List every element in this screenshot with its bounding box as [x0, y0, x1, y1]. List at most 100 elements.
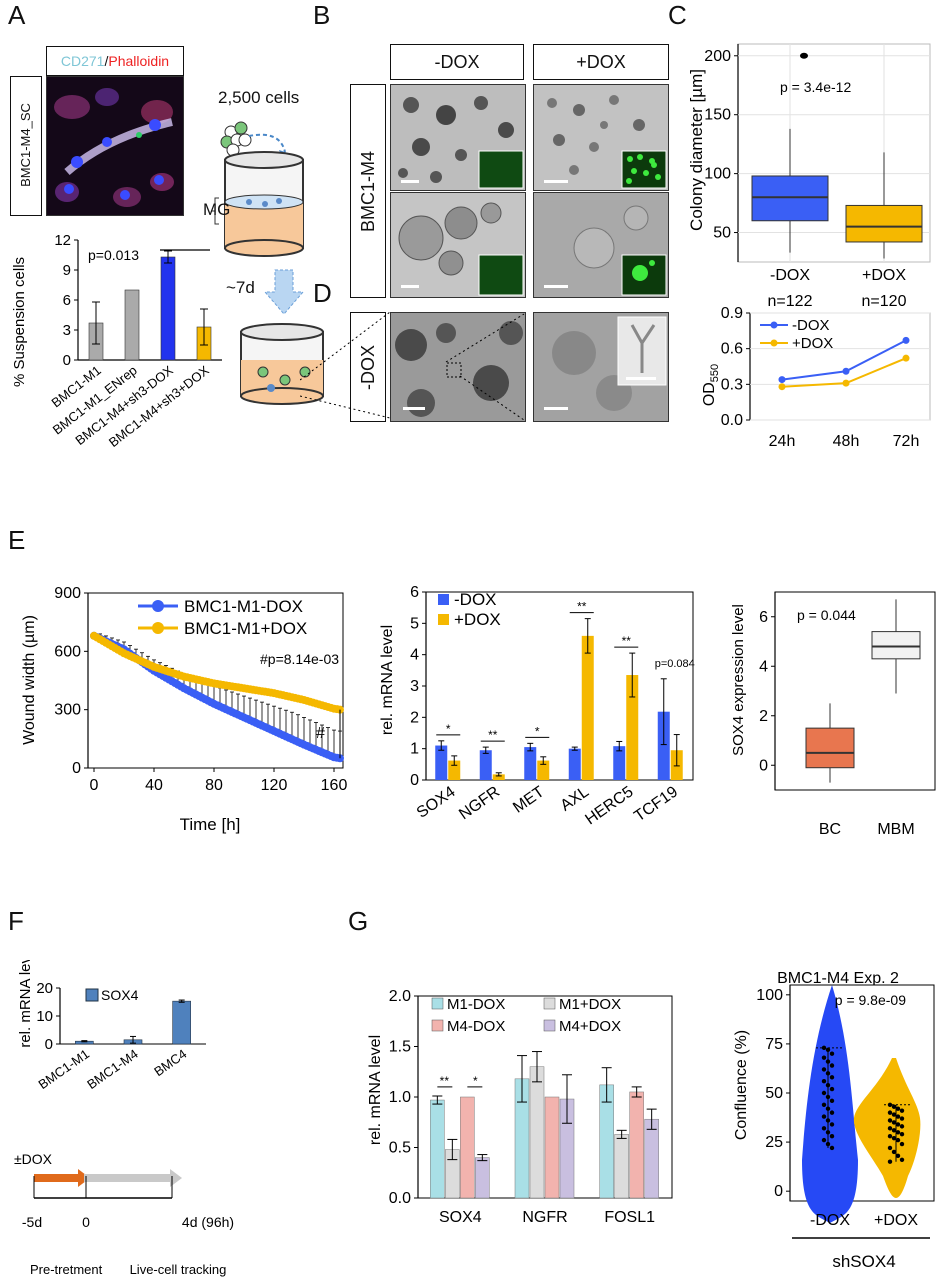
- zoom-line-top: [445, 313, 525, 363]
- chart-g-violin-point: [899, 1108, 905, 1113]
- chart-g-legend-swatch: [431, 1019, 444, 1032]
- chart-g-violin-point: [821, 1055, 827, 1060]
- chart-c-line-legend-marker: [770, 339, 778, 347]
- chart-g-y-tick-label: 1.5: [389, 1039, 411, 1056]
- chart-g-mrna: rel. mRNA level 0.0 0.5 1.0 1.5 2.0 SOX4 NGFR…: [367, 988, 673, 1226]
- col-header-plus-dox: +DOX: [533, 44, 669, 80]
- panel-label-a: A: [8, 0, 26, 30]
- chart-e-mrna-xlabel: SOX4: [414, 783, 459, 821]
- stain-separator: /: [104, 53, 109, 69]
- chart-c-line-legend-label: +DOX: [792, 335, 833, 352]
- chart-g-violin-point: [821, 1090, 827, 1096]
- chart-a-bars: [88, 250, 212, 361]
- chart-e-wound-legend-marker: [152, 600, 164, 612]
- chart-c-line-y-tick-label: 0.6: [721, 341, 743, 358]
- chart-e-mrna-sig: *: [446, 722, 451, 736]
- chart-g-violin-point: [829, 1098, 835, 1104]
- chart-e-mrna-bar: [581, 635, 594, 780]
- chart-g-bar: [475, 1157, 490, 1199]
- chart-a-pvalue: p=0.013: [88, 247, 139, 263]
- zoom-lines: [445, 313, 525, 421]
- chart-e-sox4-groups: [805, 599, 921, 783]
- chart-g-violin-group-label: shSOX4: [832, 1252, 895, 1271]
- chart-e-mrna-y-tick-label: 0: [410, 772, 419, 789]
- micrograph-d-wide: [390, 312, 526, 422]
- chart-a-bar: [124, 289, 140, 361]
- chart-g-violin-y-tick-label: 100: [756, 987, 783, 1004]
- chart-e-mrna-legend-label: +DOX: [454, 610, 501, 629]
- chart-c-cat-1: +DOX: [862, 267, 906, 284]
- chart-g-violin-title: BMC1-M4 Exp. 2: [777, 970, 899, 987]
- chart-c-line-y-tick-label: 0.0: [721, 412, 743, 429]
- chart-e-sox4-y-tick-label: 4: [759, 658, 768, 675]
- down-arrow-icon: [263, 269, 305, 315]
- chart-g-violin-pvalue: p = 9.8e-09: [835, 992, 906, 1008]
- chart-g-violin-point: [891, 1112, 897, 1117]
- chart-e-wound-pvalue: #p=8.14e-03: [260, 651, 339, 667]
- chart-g-violin-point: [829, 1051, 835, 1056]
- chart-g-y-tick-label: 2.0: [389, 988, 411, 1005]
- chart-g-legend-label: M4-DOX: [447, 1018, 505, 1035]
- chart-e-mrna-legend-label: -DOX: [454, 590, 497, 609]
- chart-e-mrna-y-tick-label: 4: [410, 647, 419, 664]
- stain-label-cd271: CD271: [60, 53, 105, 69]
- protocol-schematic: [211, 121, 324, 405]
- panel-label-b: B: [313, 0, 331, 30]
- panel-label-g: G: [348, 906, 369, 936]
- chart-c-count-0: n=122: [768, 293, 813, 310]
- chart-g-violin-point: [899, 1141, 905, 1147]
- chart-c-box-y-tick-label: 100: [704, 166, 731, 183]
- chart-c-line-axis: 0.0 0.3 0.6 0.9 24h 48h 72h: [721, 305, 931, 450]
- micrograph-b-plus-low: [533, 84, 669, 191]
- violin-plus-dox: [853, 1058, 921, 1198]
- tube-to-image-lines: [300, 311, 391, 419]
- chart-e-mrna-bar: [435, 745, 448, 780]
- chart-e-wound: Wound width (µm) Time [h] 0 300 600 900 0 40 8…: [21, 585, 347, 834]
- chart-g-violin-point: [887, 1126, 893, 1131]
- chart-g-violin-point: [821, 1067, 827, 1072]
- timeline-track-arrowhead-icon: [170, 1169, 182, 1187]
- chart-e-mrna-sig: **: [488, 728, 498, 742]
- chart-g-violin-cat-1: +DOX: [874, 1212, 918, 1229]
- chart-e-wound-hash: #: [316, 725, 325, 742]
- chart-e-mrna-y-tick-label: 5: [410, 615, 419, 632]
- row-label-box-d: -DOX: [350, 312, 386, 422]
- chart-g-violin-y-tick-label: 25: [765, 1134, 783, 1151]
- chart-e-mrna-bar: [537, 760, 550, 780]
- tube-icon-bottom: [240, 323, 324, 405]
- chart-e-mrna-bar: [626, 675, 639, 780]
- chart-c-box-y-tick-label: 50: [713, 225, 731, 242]
- chart-g-bar: [629, 1091, 644, 1199]
- chart-e-mrna-bar: [613, 746, 626, 780]
- micrograph-d-zoom: [533, 312, 669, 422]
- chart-e-sox4-y-tick-label: 0: [759, 757, 768, 774]
- chart-g-bar: [644, 1118, 659, 1199]
- chart-g-bar: [544, 1096, 560, 1199]
- chart-g-violin-point: [891, 1149, 897, 1155]
- chart-a-suspension: % Suspension cells 0 3 6 9 12 BMC1-M1BMC1-M1…: [11, 232, 222, 450]
- chart-e-mrna-legend-swatch: [438, 614, 449, 625]
- chart-g-violin-point: [829, 1063, 835, 1068]
- chart-c-line-legend-label: -DOX: [792, 317, 830, 334]
- chart-g-violin-point: [895, 1137, 901, 1143]
- chart-g-violin-point: [887, 1110, 893, 1115]
- cells-count-label: 2,500 cells: [218, 88, 300, 107]
- chart-g-violin-point: [891, 1104, 897, 1109]
- panel-label-f: F: [8, 906, 24, 936]
- chart-c-line-point: [778, 383, 786, 391]
- chart-g-legend-label: M1-DOX: [447, 996, 505, 1013]
- chart-a-xlabels: BMC1-M1BMC1-M1_ENrepBMC1-M4+sh3-DOXBMC1-…: [49, 362, 213, 450]
- panel-label-e: E: [8, 525, 26, 555]
- chart-e-wound-y-tick-label: 900: [54, 585, 81, 602]
- chart-e-wound-legend-label: BMC1-M1+DOX: [184, 619, 307, 638]
- chart-g-violin-point: [887, 1134, 893, 1139]
- chart-g-violin: BMC1-M4 Exp. 2 Confluence (%) 0 25 50 75 100…: [733, 970, 935, 1271]
- chart-g-violin-point: [899, 1116, 905, 1121]
- chart-e-mrna-sig: **: [622, 634, 632, 648]
- chart-g-violin-point: [887, 1145, 893, 1151]
- chart-g-violin-ylabel: Confluence (%): [733, 1030, 750, 1140]
- chart-g-violin-point: [887, 1159, 893, 1164]
- chart-a-y-tick-label: 0: [63, 352, 71, 369]
- chart-c-line-y-tick-label: 0.3: [721, 376, 743, 393]
